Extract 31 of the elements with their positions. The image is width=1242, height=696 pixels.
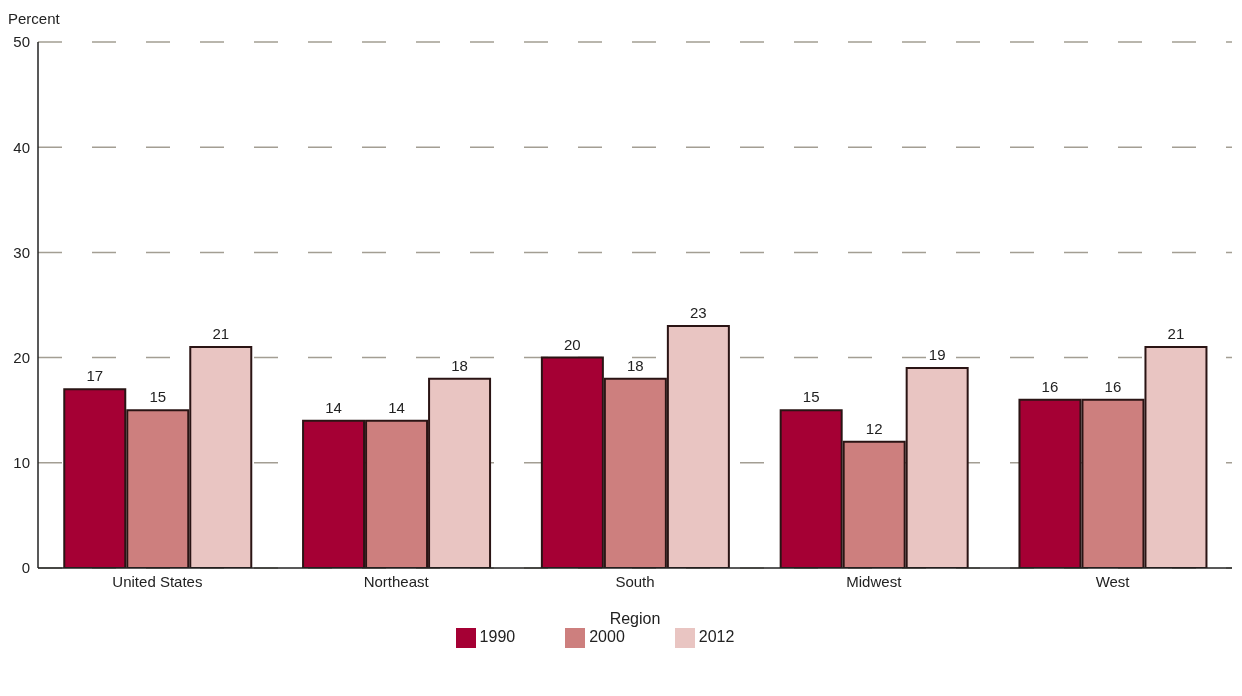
y-tick-label: 10 [13,454,30,472]
y-axis-title: Percent [8,10,60,27]
data-label: 14 [388,398,405,416]
legend-label: 1990 [479,628,516,646]
y-tick-label: 50 [13,33,30,51]
legend-label: 2000 [589,628,625,646]
data-label: 12 [865,419,883,437]
data-label: 19 [928,346,946,364]
data-label: 15 [802,388,820,406]
y-tick-label: 40 [13,138,30,156]
data-label: 23 [690,304,707,322]
x-tick-label: Midwest [846,572,903,590]
data-label: 16 [1041,377,1059,395]
data-label: 21 [1167,325,1185,343]
x-tick-label: Northeast [363,572,430,590]
legend-label: 2012 [698,628,735,646]
data-label: 17 [86,367,104,385]
data-label: 14 [325,398,342,416]
data-label: 18 [451,356,468,374]
data-label: 15 [149,388,167,406]
y-tick-label: 30 [13,243,30,261]
data-label: 20 [564,335,581,353]
x-tick-label: United States [112,572,203,590]
x-tick-label: South [615,572,655,590]
data-label: 16 [1104,377,1122,395]
x-tick-label: West [1095,572,1131,590]
y-tick-label: 20 [13,348,30,366]
y-tick-label: 0 [21,559,30,577]
x-axis-title: Region [609,610,661,627]
data-label: 18 [627,356,644,374]
data-label: 21 [212,325,230,343]
